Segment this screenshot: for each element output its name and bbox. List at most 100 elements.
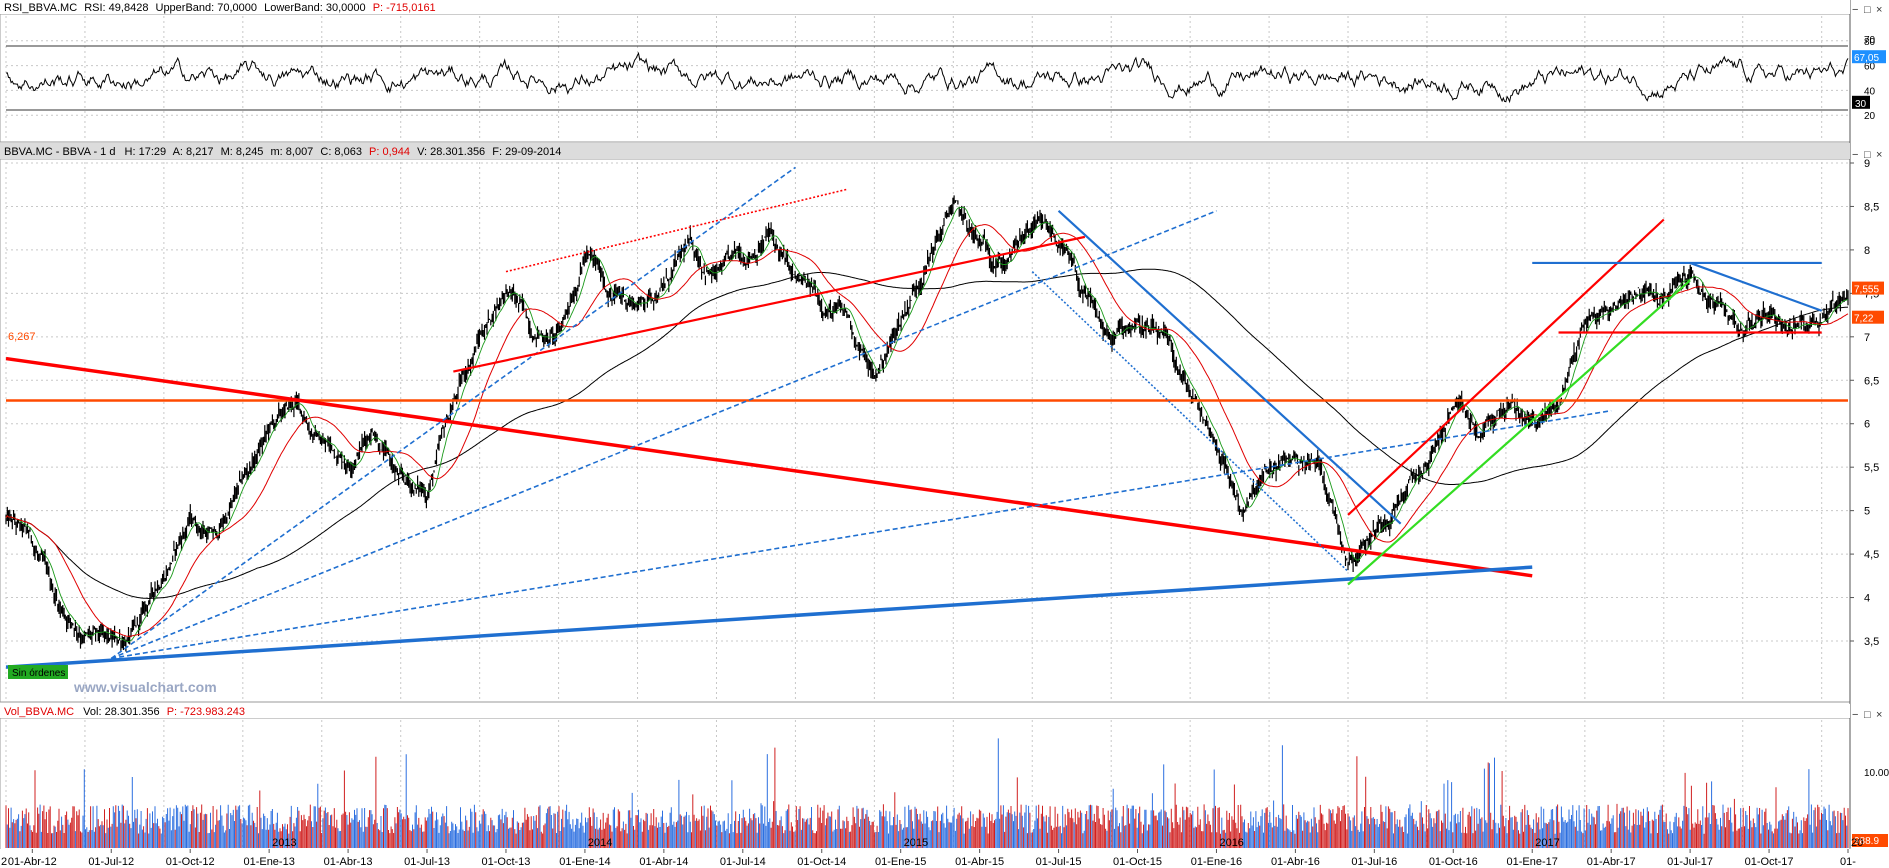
trend-line xyxy=(1057,209,1402,525)
price-y-tick-label: 3,5 xyxy=(1864,636,1879,648)
price-y-tick-label: 9 xyxy=(1864,158,1870,170)
x-date-label: 01-Jul-14 xyxy=(720,856,766,868)
x-year-label: 2016 xyxy=(1219,837,1243,849)
sma-short-line xyxy=(5,224,1849,637)
price-header-m: M: 8,245 xyxy=(221,146,264,158)
x-date-label: 01-Ene-13 xyxy=(243,856,294,868)
volume-header-vol: Vol: 28.301.356 xyxy=(83,706,159,718)
x-date-label: 01-Oct-15 xyxy=(1113,856,1162,868)
maximize-icon[interactable]: □ xyxy=(1864,4,1871,16)
sma-long-line xyxy=(5,268,1849,599)
rsi-header-bar xyxy=(0,0,1850,14)
rsi-lower-label: 30 xyxy=(1855,99,1867,110)
chart-grid xyxy=(5,16,1848,848)
rsi-panel: RSI_BBVA.MC RSI: 49,8428 UpperBand: 70,0… xyxy=(0,0,1886,122)
volume-up-bars xyxy=(6,738,1848,848)
minimize-icon[interactable]: − xyxy=(1852,4,1858,16)
trend-line xyxy=(111,409,1612,660)
price-y-tick-label: 4,5 xyxy=(1864,549,1879,561)
maximize-icon[interactable]: □ xyxy=(1864,709,1871,721)
price-header-h: H: 17:29 xyxy=(125,146,167,158)
x-date-label: 01-Abr-14 xyxy=(639,856,688,868)
price-ohlc xyxy=(5,195,1849,652)
rsi-header-value: RSI: 49,8428 xyxy=(84,2,148,14)
trend-line xyxy=(453,235,1086,373)
x-year-label: 20 xyxy=(1851,837,1863,849)
trend-line xyxy=(1347,279,1691,586)
rsi-last-label: 67,05 xyxy=(1854,53,1879,64)
x-date-label: 01-Abr-17 xyxy=(1587,856,1636,868)
price-y-tick-label: 5,5 xyxy=(1864,462,1879,474)
trend-lines xyxy=(5,166,1823,669)
maximize-icon[interactable]: □ xyxy=(1864,149,1871,161)
panel-frame xyxy=(0,13,1851,143)
price-value-tag xyxy=(1852,310,1884,324)
rsi-header: RSI_BBVA.MC RSI: 49,8428 UpperBand: 70,0… xyxy=(4,2,436,14)
watermark: www.visualchart.com xyxy=(73,679,217,695)
price-header-p: P: 0,944 xyxy=(369,146,410,158)
rsi-path xyxy=(5,51,1849,104)
rsi-header-upper: UpperBand: 70,0000 xyxy=(156,2,258,14)
rsi-line xyxy=(5,51,1849,104)
x-axis: 01-Abr-12 01-Jul-12 01-Oct-12 01-Ene-13 01-A… xyxy=(0,837,1889,868)
price-y-tick-label: 4 xyxy=(1864,593,1870,605)
rsi-y-tick-label: 60 xyxy=(1864,62,1876,73)
volume-last-tag xyxy=(1852,834,1888,847)
x-date-label: 01-Jul-15 xyxy=(1036,856,1082,868)
price-header-f: F: 29-09-2014 xyxy=(492,146,561,158)
orders-badge: Sin órdenes xyxy=(12,668,65,679)
volume-panel: Vol_BBVA.MC Vol: 28.301.356 P: -723.983.… xyxy=(0,704,1889,848)
trend-line xyxy=(5,565,1533,669)
price-header-mn: m: 8,007 xyxy=(271,146,314,158)
rsi-last-tag xyxy=(1852,50,1886,64)
trend-line xyxy=(5,356,1533,578)
sma-short-path xyxy=(5,224,1849,637)
close-icon[interactable]: × xyxy=(1876,709,1882,721)
trend-line xyxy=(1689,261,1823,312)
x-date-label: 01-Ene-14 xyxy=(559,856,610,868)
price-y-tick-label: 5 xyxy=(1864,506,1870,518)
price-header: BBVA.MC - BBVA - 1 d H: 17:29 A: 8,217 M… xyxy=(4,146,561,158)
x-date-label: 01-Abr-13 xyxy=(324,856,373,868)
x-date-label: 01-Jul-16 xyxy=(1351,856,1397,868)
volume-header-p: P: -723.983.243 xyxy=(167,706,245,718)
price-value-label: 7,555 xyxy=(1854,285,1879,296)
close-icon[interactable]: × xyxy=(1876,4,1882,16)
sma-long-path xyxy=(5,268,1849,599)
orders-badge-bg xyxy=(8,665,68,679)
rsi-y-tick-label: 80 xyxy=(1864,37,1876,48)
trend-line xyxy=(1347,218,1665,516)
close-icon[interactable]: × xyxy=(1876,149,1882,161)
x-date-label: 01-Oct-14 xyxy=(797,856,846,868)
volume-y-axis: 10.000.000 988.9 xyxy=(1852,768,1889,847)
x-date-label: 01-Ene-16 xyxy=(1191,856,1242,868)
rsi-y-tick-label: 40 xyxy=(1864,86,1876,97)
x-date-label: 01-Jul-12 xyxy=(88,856,134,868)
trend-line xyxy=(1031,271,1349,573)
price-y-tick-label: 6 xyxy=(1864,419,1870,431)
rsi-lower-tag xyxy=(1852,95,1870,109)
price-value-label: 7,22 xyxy=(1854,314,1874,325)
volume-header-bar xyxy=(0,704,1850,718)
volume-down-bars xyxy=(5,747,1849,848)
price-y-tick-label: 8,5 xyxy=(1864,201,1879,213)
volume-y-tick-label: 10.000.000 xyxy=(1864,768,1889,779)
x-left-label: 2 xyxy=(1,856,7,868)
x-year-label: 2017 xyxy=(1535,837,1559,849)
price-value-tag xyxy=(1852,281,1884,295)
panel-frame xyxy=(0,158,1851,703)
x-date-label: 01-Oct-16 xyxy=(1429,856,1478,868)
price-bars xyxy=(5,195,1849,652)
volume-header-name: Vol_BBVA.MC xyxy=(4,706,74,718)
x-date-label: 01-Abr-16 xyxy=(1271,856,1320,868)
volume-bars xyxy=(5,738,1849,848)
x-date-label: 01-Abr-15 xyxy=(955,856,1004,868)
minimize-icon[interactable]: − xyxy=(1852,709,1858,721)
price-header-v: V: 28.301.356 xyxy=(417,146,485,158)
volume-header: Vol_BBVA.MC Vol: 28.301.356 P: -723.983.… xyxy=(4,706,245,718)
x-date-label: 01-Jul-13 xyxy=(404,856,450,868)
price-header-a: A: 8,217 xyxy=(173,146,214,158)
minimize-icon[interactable]: − xyxy=(1852,149,1858,161)
x-year-label: 2015 xyxy=(904,837,928,849)
